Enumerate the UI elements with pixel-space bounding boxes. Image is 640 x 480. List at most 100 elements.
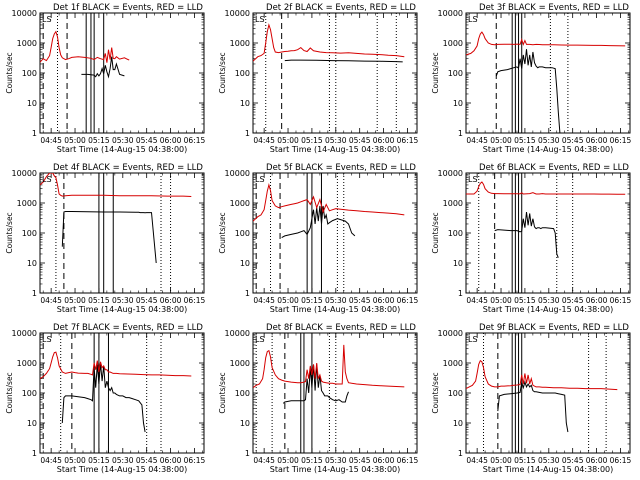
y-axis-label: Counts/sec [218,52,227,93]
y-tick-label: 10 [453,419,463,428]
y-tick-label: 100 [235,389,250,398]
y-tick-label: 10 [27,419,37,428]
x-tick-label: 05:30 [538,136,560,145]
y-tick-label: 1000 [443,39,463,48]
y-tick-label: 10000 [438,9,463,18]
plot-frame [252,332,418,454]
x-tick-label: 05:45 [349,296,371,305]
x-tick-label: 05:00 [277,136,299,145]
y-tick-label: 10000 [438,169,463,178]
y-tick-label: 10 [27,259,37,268]
corner-label: LS [255,335,265,344]
y-tick-label: 100 [448,69,463,78]
y-tick-label: 10 [27,99,37,108]
y-tick-label: 1 [458,449,463,458]
y-tick-label: 1000 [230,359,250,368]
x-tick-label: 05:00 [490,456,512,465]
chart-panel-6: 1 10 100 1000 10000 04:45 05:00 05:15 05:30 05:45… [431,163,631,314]
x-tick-label: 06:15 [184,296,206,305]
y-tick-label: 10000 [225,9,250,18]
y-axis-label: Counts/sec [218,212,227,253]
x-tick-label: 06:00 [373,456,395,465]
corner-label: LS [42,15,52,24]
x-tick-label: 04:45 [40,296,62,305]
x-tick-label: 06:15 [184,136,206,145]
series-line-events [497,380,569,433]
y-tick-label: 1 [458,129,463,138]
x-tick-label: 05:00 [64,456,86,465]
y-axis-label: Counts/sec [218,372,227,413]
series-line-events [81,56,125,79]
chart-panel-7: 1 10 100 1000 10000 04:45 05:00 05:15 05:30 05:45… [5,323,205,474]
x-tick-label: 05:00 [277,296,299,305]
y-tick-label: 100 [22,229,37,238]
y-tick-label: 100 [22,69,37,78]
corner-label: LS [42,335,52,344]
x-tick-label: 06:00 [586,456,608,465]
corner-label: LS [255,15,265,24]
x-tick-label: 05:30 [112,456,134,465]
x-tick-label: 05:45 [136,456,158,465]
x-tick-label: 05:00 [64,136,86,145]
y-tick-label: 10000 [12,329,37,338]
x-axis-label: Start Time (14-Aug-15 04:38:00) [57,145,188,154]
y-tick-label: 100 [448,389,463,398]
x-axis-label: Start Time (14-Aug-15 04:38:00) [57,305,188,314]
series-line-events [61,362,146,433]
y-tick-label: 100 [22,389,37,398]
x-axis-label: Start Time (14-Aug-15 04:38:00) [270,305,401,314]
series-line-events [61,211,157,264]
corner-label: LS [468,15,478,24]
series-line-lld [253,23,405,62]
x-tick-label: 04:45 [253,456,275,465]
plot-frame [39,332,205,454]
x-axis-label: Start Time (14-Aug-15 04:38:00) [270,465,401,474]
plot-frame [252,172,418,294]
chart-panel-2: 1 10 100 1000 10000 04:45 05:00 05:15 05:30 05:45… [218,3,418,154]
y-tick-label: 1000 [443,359,463,368]
x-tick-label: 05:30 [538,456,560,465]
x-tick-label: 06:00 [160,456,182,465]
x-tick-label: 05:15 [301,296,323,305]
x-tick-label: 05:00 [490,296,512,305]
x-tick-label: 06:15 [610,136,632,145]
chart-panel-5: 1 10 100 1000 10000 04:45 05:00 05:15 05:30 05:45… [218,163,418,314]
y-tick-label: 1000 [17,199,37,208]
x-tick-label: 06:15 [184,456,206,465]
chart-panel-3: 1 10 100 1000 10000 04:45 05:00 05:15 05:30 05:45… [431,3,631,154]
x-tick-label: 05:45 [349,136,371,145]
y-axis-label: Counts/sec [5,372,14,413]
x-tick-label: 05:30 [325,136,347,145]
x-tick-label: 06:15 [397,136,419,145]
x-tick-label: 05:30 [112,296,134,305]
x-axis-label: Start Time (14-Aug-15 04:38:00) [483,305,614,314]
y-tick-label: 10000 [438,329,463,338]
y-axis-label: Counts/sec [431,52,440,93]
series-line-events [494,211,559,258]
chart-panel-8: 1 10 100 1000 10000 04:45 05:00 05:15 05:30 05:45… [218,323,418,474]
chart-title: Det 2f BLACK = Events, RED = LLD [266,3,416,13]
x-tick-label: 05:45 [349,456,371,465]
y-axis-label: Counts/sec [5,52,14,93]
series-line-lld [40,351,192,380]
chart-title: Det 6f BLACK = Events, RED = LLD [479,163,629,173]
chart-panel-1: 1 10 100 1000 10000 04:45 05:00 05:15 05:30 05:45… [5,3,205,154]
x-tick-label: 05:45 [136,136,158,145]
x-axis-label: Start Time (14-Aug-15 04:38:00) [270,145,401,154]
plot-frame [252,12,418,134]
corner-label: LS [468,335,478,344]
x-tick-label: 05:45 [562,136,584,145]
x-tick-label: 05:15 [88,136,110,145]
chart-title: Det 3f BLACK = Events, RED = LLD [479,3,629,13]
y-tick-label: 10 [453,259,463,268]
x-tick-label: 05:00 [64,296,86,305]
x-tick-label: 04:45 [466,296,488,305]
series-line-events [495,49,561,133]
x-tick-label: 06:00 [160,296,182,305]
corner-label: LS [42,175,52,184]
x-tick-label: 04:45 [40,456,62,465]
x-tick-label: 05:45 [136,296,158,305]
y-tick-label: 10000 [12,9,37,18]
x-tick-label: 06:00 [373,296,395,305]
